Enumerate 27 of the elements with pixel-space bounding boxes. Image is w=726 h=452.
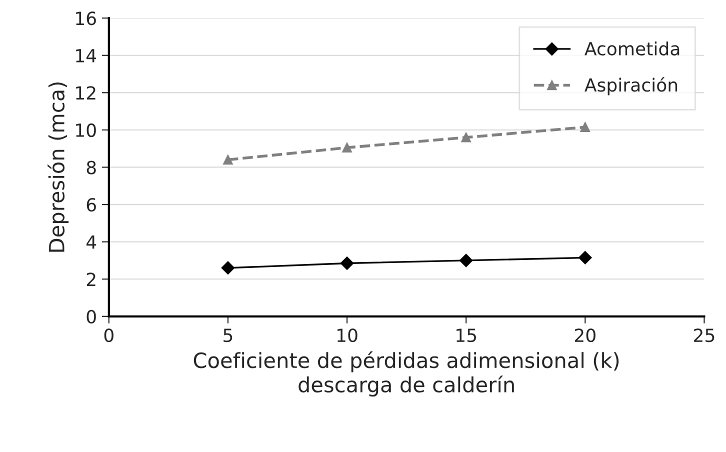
- point: [580, 122, 590, 132]
- y-tick-label: 4: [86, 236, 96, 249]
- x-tick-label: 15: [456, 328, 476, 342]
- y-tick-label: 2: [86, 272, 96, 286]
- y-tick-label: 14: [76, 49, 96, 62]
- y-tick-label: 8: [86, 160, 96, 174]
- y-tick-label: 12: [76, 86, 96, 100]
- x-tick-label: 5: [224, 328, 232, 342]
- x-tick-label: 20: [574, 328, 596, 342]
- y-tick-label: 16: [76, 12, 96, 26]
- y-tick-label: 0: [86, 310, 96, 324]
- y-tick-label: 6: [86, 198, 96, 212]
- point: [461, 132, 471, 142]
- y-tick-label: 10: [76, 123, 96, 138]
- x-tick-label: 10: [338, 328, 358, 342]
- point: [578, 251, 592, 264]
- x-tick-label: 25: [694, 328, 714, 342]
- y-axis-title: Depresión (mca): [48, 82, 69, 252]
- point: [340, 256, 354, 270]
- point: [221, 261, 235, 275]
- legend-label: Aspiración: [584, 77, 678, 96]
- legend-label: Acometida: [584, 42, 680, 56]
- x-axis-title: Coeficiente de pérdidas adimensional (k) descarga de calderín: [194, 351, 619, 397]
- x-tick-label: 0: [104, 328, 114, 342]
- point: [223, 154, 233, 165]
- point: [460, 254, 473, 268]
- point: [342, 142, 352, 153]
